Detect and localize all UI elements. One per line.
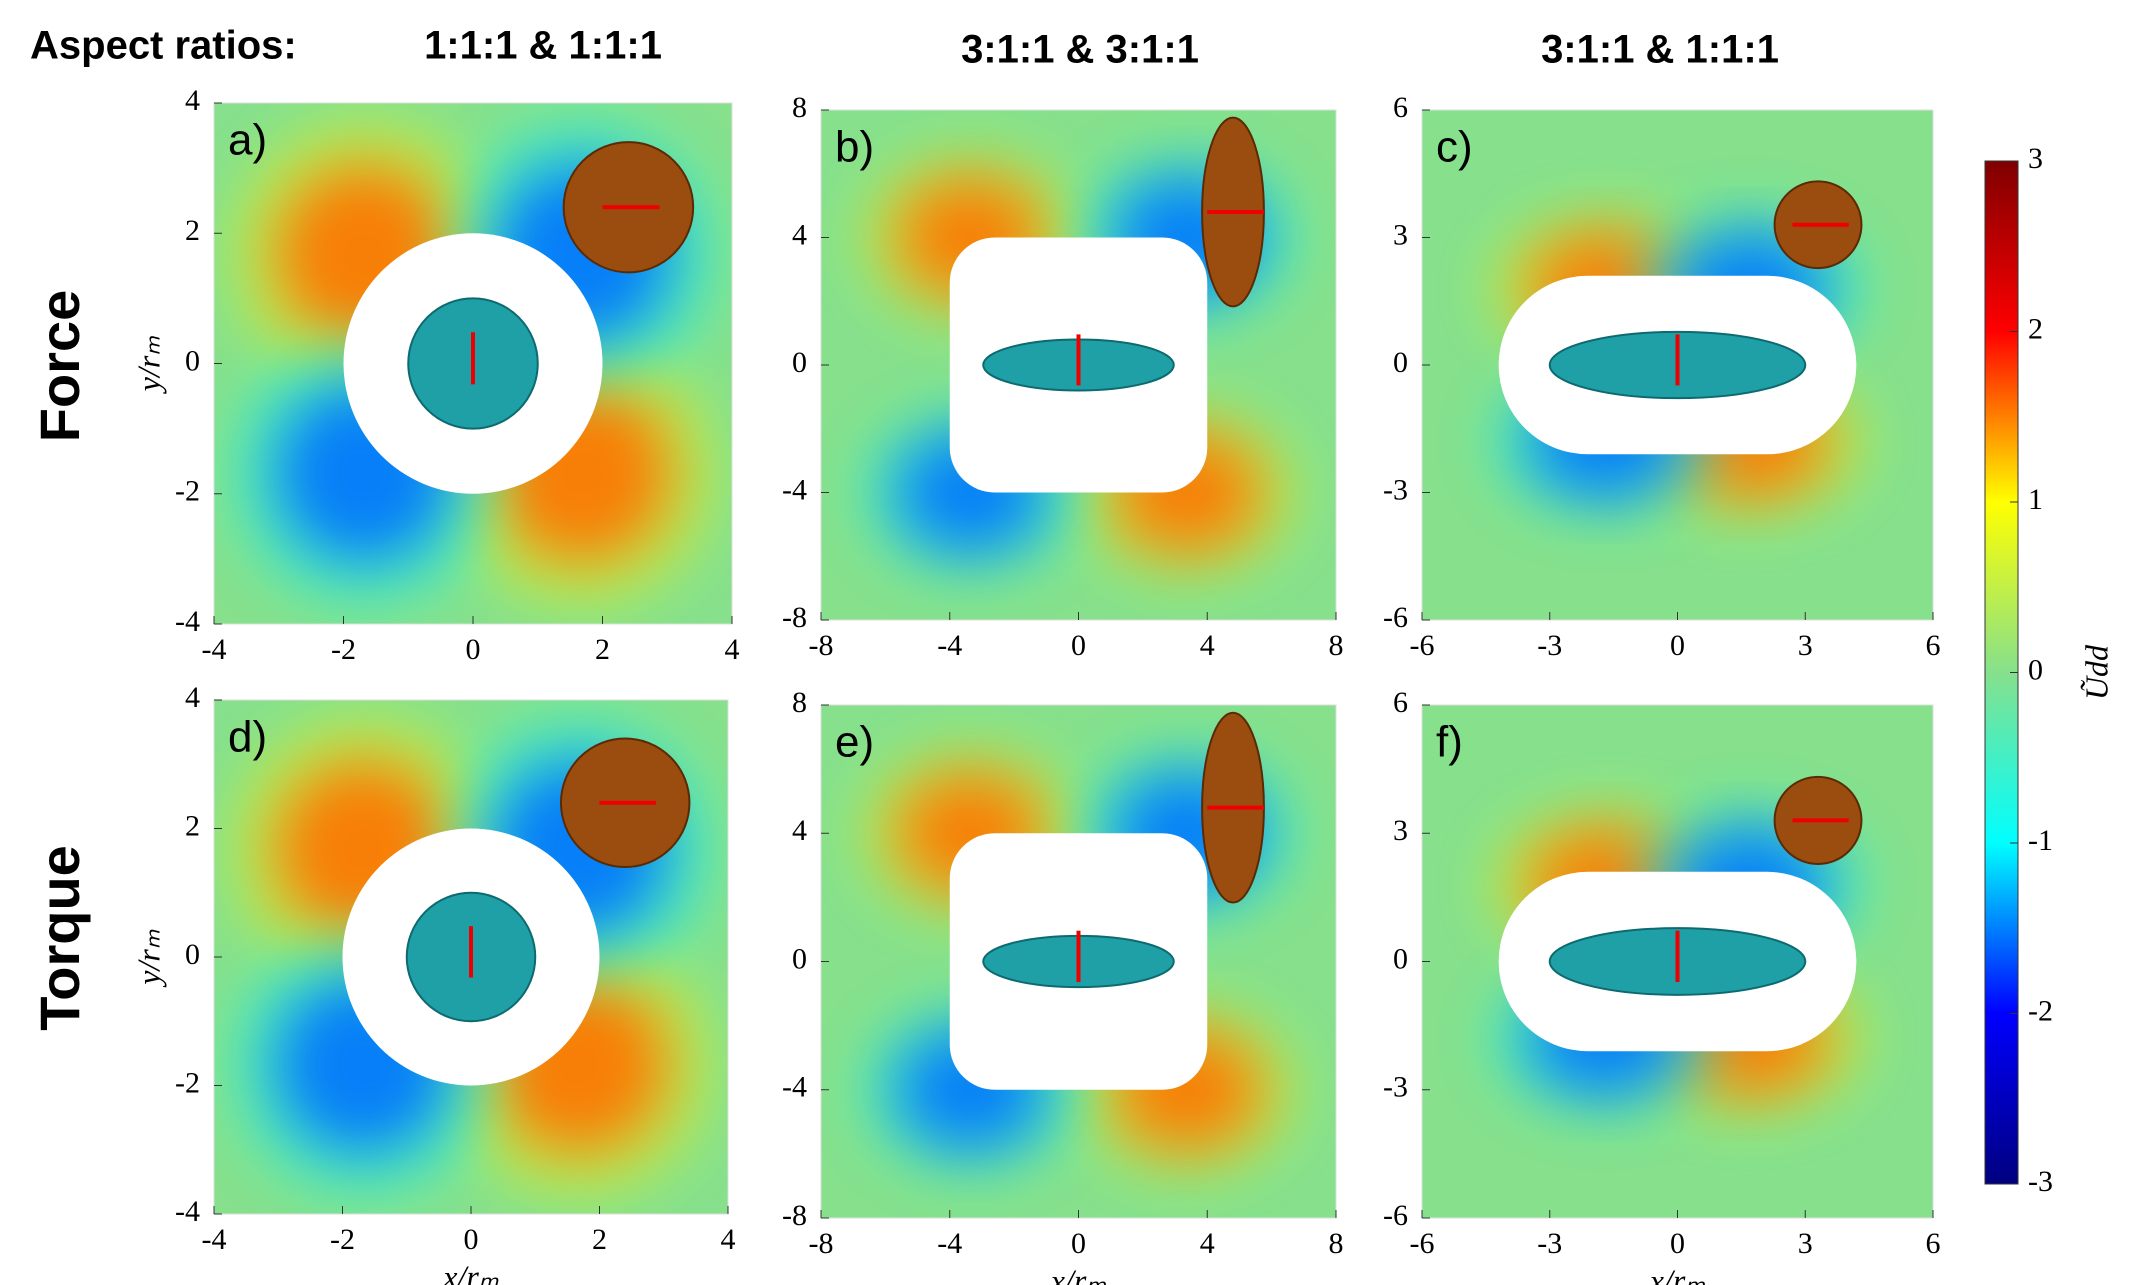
- x-axis-label: x/rₘ: [1649, 1262, 1706, 1285]
- x-axis-label: x/rₘ: [1050, 1262, 1107, 1285]
- column-title: 3:1:1 & 1:1:1: [1541, 28, 1779, 72]
- colorbar-tick-label: 3: [2028, 142, 2043, 175]
- colorbar-tick-label: 2: [2028, 312, 2043, 345]
- x-tick-label: 4: [1200, 629, 1215, 662]
- y-tick-label: 6: [1393, 686, 1408, 719]
- heatmap: [214, 700, 728, 1214]
- panel-label: a): [228, 116, 267, 165]
- y-tick-label: -4: [782, 473, 807, 506]
- panel-label: e): [835, 718, 874, 767]
- y-tick-label: -3: [1383, 473, 1408, 506]
- heatmap: [214, 103, 732, 624]
- y-tick-label: 3: [1393, 814, 1408, 847]
- x-tick-label: 3: [1798, 1227, 1813, 1260]
- x-tick-label: 0: [1670, 629, 1685, 662]
- aspect-label: Aspect ratios:: [30, 24, 297, 68]
- colorbar-tick-label: -2: [2028, 994, 2053, 1027]
- colorbar-tick-label: -1: [2028, 824, 2053, 857]
- column-title: 1:1:1 & 1:1:1: [424, 24, 662, 68]
- y-tick-label: 4: [792, 218, 807, 251]
- y-tick-label: 2: [185, 809, 200, 842]
- panel-label: d): [228, 713, 267, 762]
- x-tick-label: 6: [1926, 629, 1941, 662]
- y-axis-label: y/rₘ: [130, 336, 166, 395]
- y-tick-label: 8: [792, 686, 807, 719]
- x-tick-label: 0: [1071, 1227, 1086, 1260]
- x-tick-label: 2: [595, 633, 610, 666]
- y-tick-label: -6: [1383, 1199, 1408, 1232]
- y-tick-label: 6: [1393, 91, 1408, 124]
- colorbar-tick-label: 0: [2028, 653, 2043, 686]
- x-tick-label: 4: [725, 633, 740, 666]
- x-tick-label: -6: [1410, 629, 1435, 662]
- y-tick-label: -3: [1383, 1071, 1408, 1104]
- x-tick-label: 0: [1071, 629, 1086, 662]
- x-axis-label: x/rₘ: [442, 1258, 499, 1285]
- y-tick-label: -4: [782, 1071, 807, 1104]
- y-tick-label: -4: [175, 1195, 200, 1228]
- y-tick-label: 0: [792, 346, 807, 379]
- x-tick-label: -4: [937, 629, 962, 662]
- x-tick-label: 0: [464, 1223, 479, 1256]
- y-tick-label: -4: [175, 605, 200, 638]
- panel-label: b): [835, 123, 874, 172]
- heatmap: [821, 705, 1336, 1218]
- x-tick-label: 0: [1670, 1227, 1685, 1260]
- x-tick-label: 6: [1926, 1227, 1941, 1260]
- y-tick-label: -8: [782, 1199, 807, 1232]
- x-tick-label: 4: [1200, 1227, 1215, 1260]
- x-tick-label: -3: [1537, 629, 1562, 662]
- y-tick-label: 0: [1393, 942, 1408, 975]
- x-tick-label: 3: [1798, 629, 1813, 662]
- colorbar-tick-label: 1: [2028, 483, 2043, 516]
- colorbar-label: Ũdd: [2078, 644, 2114, 700]
- y-tick-label: 0: [185, 938, 200, 971]
- y-tick-label: -2: [175, 1066, 200, 1099]
- y-tick-label: -6: [1383, 601, 1408, 634]
- colorbar-tick-label: -3: [2028, 1165, 2053, 1198]
- x-tick-label: -3: [1537, 1227, 1562, 1260]
- y-tick-label: 2: [185, 214, 200, 247]
- y-tick-label: 8: [792, 91, 807, 124]
- y-tick-label: 0: [792, 942, 807, 975]
- x-tick-label: 4: [721, 1223, 736, 1256]
- heatmap: [1422, 110, 1933, 620]
- heatmap: [821, 110, 1336, 620]
- y-tick-label: 4: [792, 814, 807, 847]
- y-tick-label: -2: [175, 475, 200, 508]
- heatmap: [1422, 705, 1933, 1218]
- figure: Aspect ratios: 1:1:1 & 1:1:1 3:1:1 & 3:1…: [0, 0, 2133, 1285]
- x-tick-label: -4: [202, 1223, 227, 1256]
- x-tick-label: -4: [202, 633, 227, 666]
- x-tick-label: -2: [330, 1223, 355, 1256]
- x-tick-label: 2: [592, 1223, 607, 1256]
- x-tick-label: 0: [466, 633, 481, 666]
- y-tick-label: 3: [1393, 218, 1408, 251]
- x-tick-label: 8: [1329, 1227, 1344, 1260]
- row-title: Torque: [28, 845, 91, 1031]
- x-tick-label: -2: [331, 633, 356, 666]
- y-tick-label: 4: [185, 681, 200, 714]
- y-tick-label: 4: [185, 84, 200, 117]
- panel-label: c): [1436, 123, 1473, 172]
- x-tick-label: -6: [1410, 1227, 1435, 1260]
- y-axis-label: y/rₘ: [130, 929, 166, 988]
- column-title: 3:1:1 & 3:1:1: [961, 28, 1199, 72]
- row-title: Force: [28, 290, 91, 443]
- y-tick-label: -8: [782, 601, 807, 634]
- panel-label: f): [1436, 718, 1463, 767]
- y-tick-label: 0: [1393, 346, 1408, 379]
- x-tick-label: -4: [937, 1227, 962, 1260]
- x-tick-label: -8: [809, 629, 834, 662]
- x-tick-label: 8: [1329, 629, 1344, 662]
- x-tick-label: -8: [809, 1227, 834, 1260]
- y-tick-label: 0: [185, 344, 200, 377]
